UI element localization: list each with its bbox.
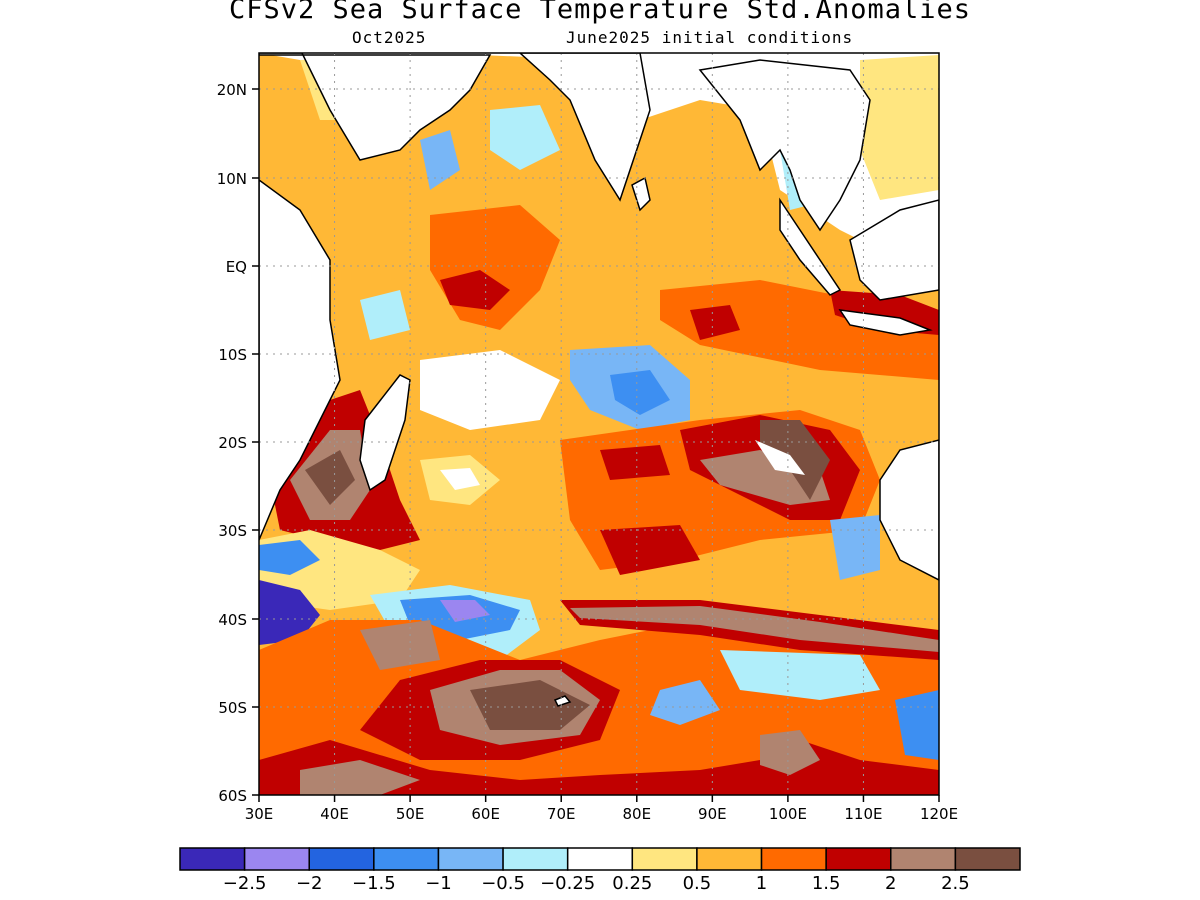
lon-tick-label: 70E [547,805,576,823]
colorbar-label: −1.5 [352,873,396,894]
colorbar-swatch [696,847,763,871]
india [518,53,651,202]
colorbar-swatch [373,847,440,871]
colorbar-label: 2 [885,873,896,894]
east-eq-core [690,305,740,340]
australia [879,439,939,581]
colorbar-swatch [308,847,375,871]
java [838,309,933,336]
lat-tick-label: 10S [218,346,247,364]
madagascar [359,374,411,492]
indochina [698,59,871,232]
map-title: CFSv2 Sea Surface Temperature Std.Anomal… [229,0,971,25]
grid-lines [259,53,939,795]
arabia [259,53,492,161]
colorbar-swatch [825,847,892,871]
lon-tick-label: 110E [844,805,882,823]
colorbar-swatch [437,847,504,871]
colorbar-swatch [760,847,827,871]
subtropical-core-a [600,445,670,480]
subtropical-core-b [600,525,700,575]
crozet-extreme [360,620,440,670]
central-cool-core [610,370,670,415]
south-east-cool [720,650,880,700]
lat-tick-label: 30S [218,522,247,540]
colorbar-label: 1.5 [812,873,841,894]
polar-front-extreme-b [760,730,820,775]
lon-tick-label: 80E [622,805,651,823]
west-cool-patch [360,290,410,340]
sumatra [779,197,842,296]
lat-tick-label: 20N [217,81,247,99]
arabian-sea-cool [490,105,560,170]
lat-tick-label: 50S [218,699,247,717]
southwest-very-cool [259,580,320,645]
colorbar-swatch [631,847,698,871]
lon-tick-label: 100E [769,805,807,823]
lat-tick-label: 10N [217,170,247,188]
australia-west-max [760,420,830,500]
lat-tick-label: 60S [218,787,247,805]
mozambique-max [305,450,355,505]
colorbar-swatch [243,847,310,871]
southeast-cool [895,690,939,760]
colorbar-label: −1 [425,873,452,894]
colorbar: −2.5 −2 −1.5 −1 −0.5 −0.25 0.25 0.5 1 1.5 2 2.5 [179,847,1021,894]
lon-tick-label: 90E [698,805,727,823]
australia-southwest-cool [830,515,880,580]
lat-tick-label: EQ [226,258,247,276]
latitude-axis: 20N 10N EQ 10S 20S 30S 40S 50S 60S [217,81,259,805]
borneo [849,199,939,301]
colorbar-swatch [179,847,246,871]
plot-frame [258,52,940,796]
africa [259,179,341,541]
longitude-axis: 30E 40E 50E 60E 70E 80E 90E 100E 110E 120E [245,795,958,823]
lon-tick-label: 60E [471,805,500,823]
colorbar-swatch [954,847,1021,871]
southern-front-extreme [570,606,939,652]
colorbar-swatch [502,847,569,871]
colorbar-label: 0.25 [612,873,652,894]
land [259,53,939,707]
polar-front-extreme-a [300,760,420,795]
arabian-coast-cool [420,130,460,190]
lon-tick-label: 120E [920,805,958,823]
colorbar-label: −2.5 [223,873,267,894]
lat-tick-label: 20S [218,434,247,452]
south-cool-max [440,600,490,622]
mascarene-neutral [440,468,480,490]
south-cool-patch [650,680,720,725]
colorbar-label: 2.5 [941,873,970,894]
lon-tick-label: 30E [245,805,274,823]
colorbar-label: 0.5 [683,873,712,894]
agulhas-cool [259,540,320,575]
kerguelen-max [470,680,590,730]
colorbar-label: −0.5 [481,873,525,894]
colorbar-label: −2 [296,873,323,894]
scs-warm [860,55,939,200]
lon-tick-label: 40E [320,805,349,823]
west-eq-core [440,270,510,310]
colorbar-swatch [566,847,634,871]
colorbar-label: 1 [756,873,767,894]
polar-front-hot [259,740,939,795]
australia-west-neutral-eye [755,440,805,475]
colorbar-swatch [890,847,957,871]
colorbar-label: −0.25 [540,873,595,894]
central-neutral [420,350,560,430]
lon-tick-label: 50E [396,805,425,823]
lat-tick-label: 40S [218,611,247,629]
initial-conditions: June2025 initial conditions [566,28,854,47]
forecast-month: Oct2025 [352,28,427,47]
